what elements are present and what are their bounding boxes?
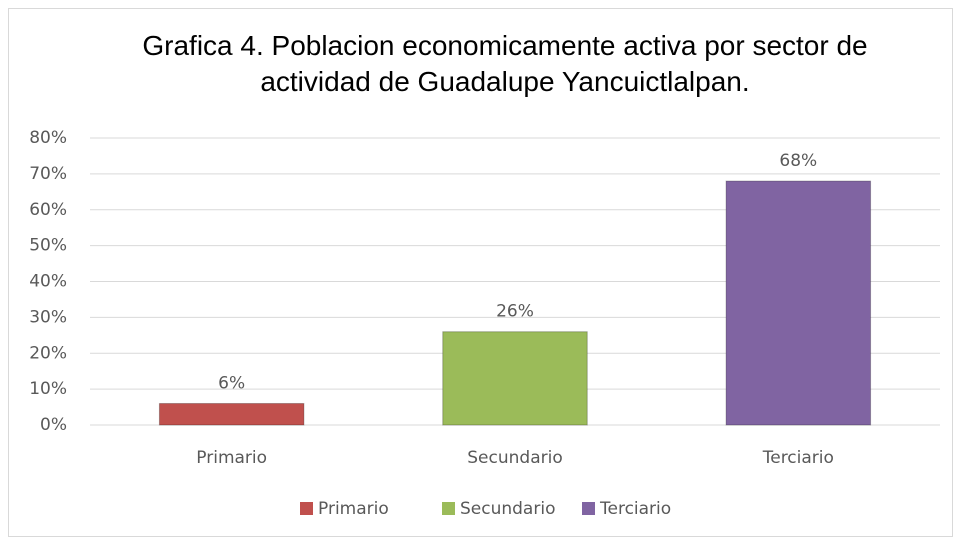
x-tick-label: Secundario [467,448,562,468]
y-tick-label: 20% [29,343,67,363]
legend-swatch [300,502,313,515]
y-tick-label: 50% [29,236,67,256]
y-tick-label: 80% [29,128,67,148]
bar [725,180,872,426]
y-tick-label: 10% [29,379,67,399]
data-label: 68% [779,151,817,171]
x-tick-label: Primario [196,448,267,468]
data-label: 6% [218,373,245,393]
bar [442,331,588,426]
y-tick-label: 70% [29,164,67,184]
y-tick-label: 60% [29,200,67,220]
bar [158,402,305,426]
y-tick-label: 30% [29,307,67,327]
data-label: 26% [496,302,534,322]
y-tick-label: 0% [40,415,67,435]
legend-label: Terciario [599,499,671,519]
y-tick-label: 40% [29,272,67,292]
legend-label: Primario [318,499,389,519]
legend-swatch [582,502,595,515]
chart-title: Grafica 4. Poblacion economicamente acti… [142,30,868,97]
x-tick-label: Terciario [762,448,834,468]
legend-label: Secundario [460,499,555,519]
legend-swatch [442,502,455,515]
